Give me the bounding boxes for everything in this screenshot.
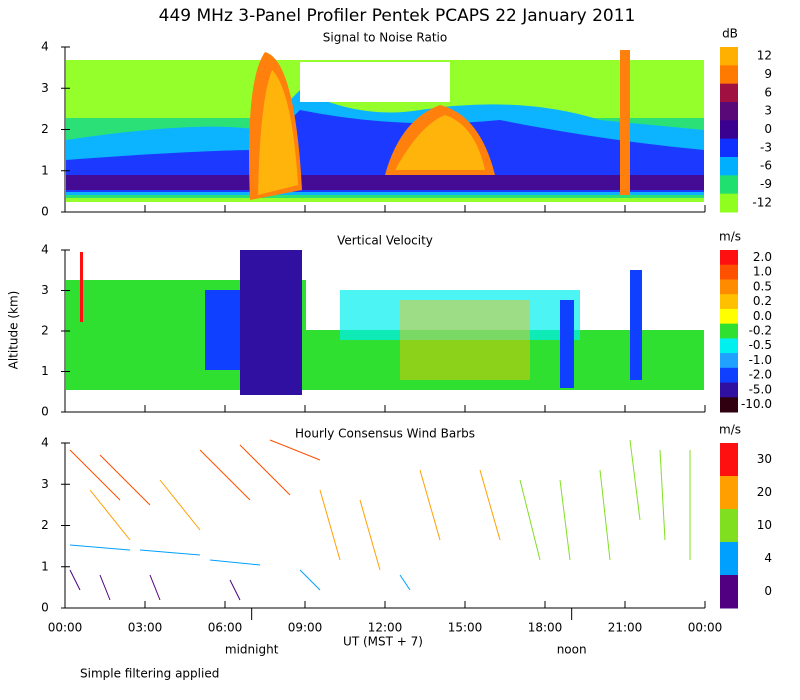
x-tick-label: 00:00 [48,621,83,635]
colorbar-swatch [720,175,738,195]
x-tick-label: 06:00 [208,621,243,635]
y-tick-label: 4 [41,40,49,54]
colorbar-label: -2.0 [749,368,772,382]
colorbar-label: 2.0 [753,250,772,264]
colorbar-swatch [720,279,738,295]
snr-field [66,50,704,202]
x-tick-label: 15:00 [448,621,483,635]
x-tick-label: 09:00 [288,621,323,635]
colorbar-swatch [720,157,738,176]
colorbar-swatch [720,102,738,121]
colorbar-label: 0 [764,122,772,136]
colorbar-label: -5.0 [749,382,772,396]
colorbar-label: 3 [764,104,772,118]
colorbar-swatch [720,509,738,543]
y-tick-label: 2 [41,324,49,338]
colorbar-label: -1.0 [749,353,772,367]
colorbar-swatch [720,120,738,140]
x-tick-label: 18:00 [528,621,563,635]
colorbar-swatch [720,575,738,609]
y-tick-label: 4 [41,243,49,257]
x-tick-label: 00:00 [688,621,723,635]
colorbar-swatch [720,338,738,354]
panel-title: Vertical Velocity [337,234,433,248]
colorbar-swatch [720,367,738,384]
y-tick-label: 2 [41,518,49,532]
chart-title: 449 MHz 3-Panel Profiler Pentek PCAPS 22… [159,6,636,26]
colorbar-swatch [720,193,738,213]
colorbar-label: 1.0 [753,265,772,279]
colorbar-label: 20 [757,485,772,499]
colorbar-swatch [720,397,738,413]
y-tick-label: 3 [41,81,49,95]
colorbar-swatch [720,308,738,325]
y-tick-label: 0 [41,405,49,419]
colorbar-swatch [720,83,738,103]
colorbar-swatch [720,476,738,510]
colorbar-label: 6 [764,85,772,99]
colorbar-label: 12 [757,49,772,63]
colorbar-swatch [720,264,738,280]
y-tick-label: 3 [41,283,49,297]
colorbar-label: 0 [764,584,772,598]
colorbar-swatch [720,65,738,85]
colorbar-swatch [720,250,738,266]
colorbar-swatch [720,353,738,369]
y-axis-label: Altitude (km) [7,291,21,370]
colorbar-label: 10 [757,518,772,532]
colorbar-label: 0.0 [753,309,772,323]
colorbar-label: 9 [764,67,772,81]
colorbar-swatch [720,542,738,576]
colorbar-swatch [720,323,738,339]
x-axis-label: UT (MST + 7) [343,635,423,649]
y-tick-label: 1 [41,163,49,177]
footnote: Simple filtering applied [80,667,219,681]
colorbar-unit: m/s [719,423,741,437]
colorbar-swatch [720,294,738,310]
time-annotation: noon [557,643,587,657]
colorbar-swatch [720,382,738,398]
colorbar-label: -10.0 [741,397,772,411]
colorbar-unit: dB [722,27,738,41]
colorbar-label: -0.5 [749,338,772,352]
y-tick-label: 0 [41,205,49,219]
colorbar-label: -9 [760,177,772,191]
colorbar-label: 4 [764,551,772,565]
y-tick-label: 3 [41,477,49,491]
velocity-field [66,250,704,395]
colorbar-unit: m/s [719,230,741,244]
colorbar-label: -12 [752,195,772,209]
colorbar-swatch [720,138,738,158]
y-tick-label: 1 [41,364,49,378]
colorbar-label: -6 [760,159,772,173]
time-annotation: midnight [225,643,279,657]
colorbar-label: 0.2 [753,294,772,308]
x-tick-label: 03:00 [128,621,163,635]
x-tick-label: 21:00 [608,621,643,635]
x-tick-label: 12:00 [368,621,403,635]
colorbar-label: 30 [757,452,772,466]
colorbar-swatch [720,443,738,477]
colorbar-swatch [720,47,738,66]
colorbar-label: 0.5 [753,279,772,293]
y-tick-label: 2 [41,122,49,136]
panel-title: Signal to Noise Ratio [323,31,447,45]
wind-barb-texture [69,439,691,601]
colorbar-label: -3 [760,140,772,154]
y-tick-label: 0 [41,601,49,615]
colorbar-label: -0.2 [749,324,772,338]
y-tick-label: 4 [41,436,49,450]
panel-title: Hourly Consensus Wind Barbs [295,427,475,441]
y-tick-label: 1 [41,559,49,573]
